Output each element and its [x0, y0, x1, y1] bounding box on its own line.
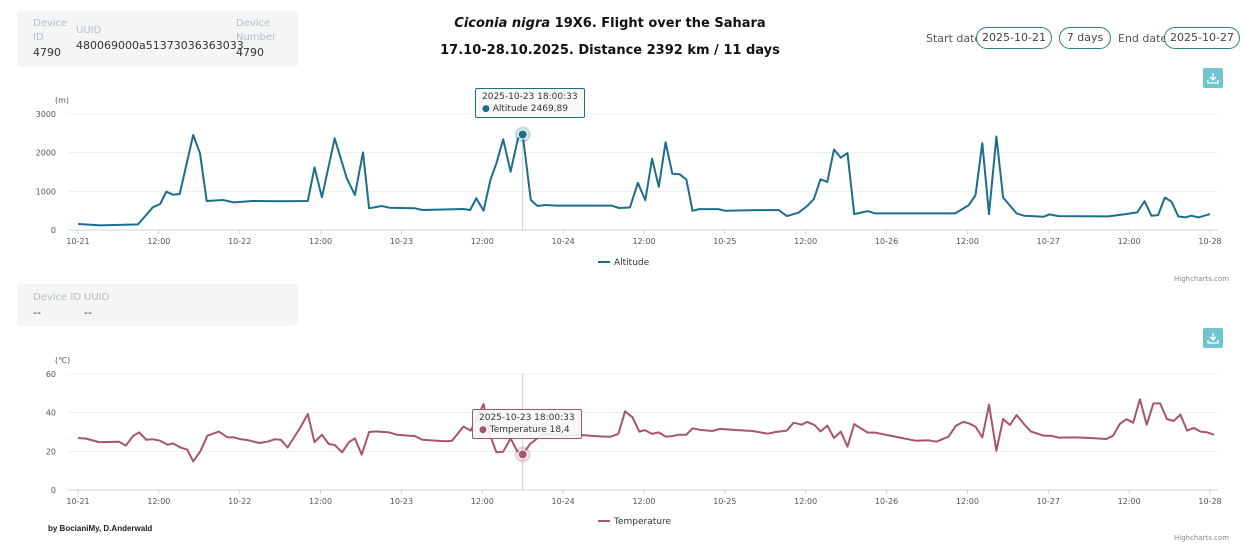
- x-tick-label: 10-24: [552, 237, 575, 246]
- series-line-altitude: [77, 133, 1211, 227]
- download-button-temperature[interactable]: [1203, 328, 1223, 348]
- device-info-panel: Device ID 4790 UUID 480069000a5137303636…: [17, 11, 298, 67]
- x-tick-label: 12:00: [309, 237, 332, 246]
- tooltip-time: 2025-10-23 18:00:33: [479, 413, 575, 423]
- x-tick-label: 10-22: [228, 497, 251, 506]
- start-date-label: Start date: [926, 32, 982, 45]
- x-tick-label: 10-21: [66, 497, 89, 506]
- x-tick-label: 12:00: [147, 237, 170, 246]
- highcharts-credit[interactable]: Highcharts.com: [1174, 534, 1230, 542]
- x-tick-label: 12:00: [1118, 237, 1141, 246]
- x-tick-label: 10-26: [875, 497, 898, 506]
- x-tick-label: 10-25: [713, 237, 736, 246]
- x-tick-label: 12:00: [147, 497, 170, 506]
- x-tick-label: 10-21: [66, 237, 89, 246]
- x-tick-label: 10-23: [390, 497, 413, 506]
- end-date-input[interactable]: 2025-10-27: [1164, 27, 1240, 49]
- device-number-value: 4790: [236, 46, 264, 59]
- y-tick-label: 20: [46, 447, 56, 456]
- x-tick-label: 12:00: [632, 497, 655, 506]
- author-credit: by BocianiMy, D.Anderwald: [48, 524, 153, 533]
- x-tick-label: 10-27: [1037, 497, 1060, 506]
- altitude-tooltip: 2025-10-23 18:00:33 ● Altitude 2469,89: [475, 88, 585, 118]
- series-line-temperature: [77, 398, 1215, 463]
- chart-title: Ciconia nigra 19X6. Flight over the Saha…: [0, 16, 1220, 31]
- x-tick-label: 10-25: [713, 497, 736, 506]
- y-tick-label: 40: [46, 409, 56, 418]
- y-tick-label: 0: [51, 486, 56, 495]
- x-tick-label: 10-26: [875, 237, 898, 246]
- x-tick-label: 12:00: [794, 497, 817, 506]
- x-tick-label: 12:00: [794, 237, 817, 246]
- range-button[interactable]: 7 days: [1059, 27, 1111, 49]
- device-id-label: Device ID: [33, 292, 82, 303]
- start-date-input[interactable]: 2025-10-21: [976, 27, 1052, 49]
- hover-point: [517, 129, 528, 140]
- x-tick-label: 10-24: [552, 497, 575, 506]
- uuid-label: UUID: [76, 25, 102, 36]
- highcharts-credit[interactable]: Highcharts.com: [1174, 275, 1230, 283]
- device-id-value: --: [33, 306, 41, 319]
- x-tick-label: 10-28: [1198, 497, 1221, 506]
- x-tick-label: 12:00: [956, 237, 979, 246]
- x-tick-label: 12:00: [1118, 497, 1141, 506]
- y-tick-label: 0: [51, 226, 56, 235]
- x-tick-label: 12:00: [309, 497, 332, 506]
- download-button-altitude[interactable]: [1203, 68, 1223, 88]
- y-axis-unit: (m): [55, 96, 69, 105]
- download-icon: [1207, 73, 1219, 84]
- x-tick-label: 12:00: [471, 497, 494, 506]
- y-tick-label: 60: [46, 370, 56, 379]
- x-tick-label: 10-23: [390, 237, 413, 246]
- end-date-label: End date: [1118, 32, 1168, 45]
- device-id-label: Device ID: [33, 18, 68, 43]
- tooltip-value: Temperature 18,4: [489, 425, 570, 435]
- y-axis-unit: (℃): [55, 356, 70, 365]
- hover-point: [517, 449, 528, 460]
- y-tick-label: 2000: [36, 149, 56, 158]
- tooltip-time: 2025-10-23 18:00:33: [482, 92, 578, 102]
- download-icon: [1207, 333, 1219, 344]
- x-tick-label: 12:00: [956, 497, 979, 506]
- legend-item: Temperature: [613, 517, 671, 527]
- device-info-panel-2: Device ID -- UUID --: [17, 284, 298, 326]
- y-tick-label: 1000: [36, 187, 56, 196]
- tooltip-value: Altitude 2469,89: [492, 104, 568, 114]
- x-tick-label: 10-28: [1198, 237, 1221, 246]
- x-tick-label: 12:00: [471, 237, 494, 246]
- uuid-value: 480069000a51373036363033: [76, 39, 244, 52]
- uuid-label: UUID: [84, 292, 110, 303]
- x-tick-label: 12:00: [632, 237, 655, 246]
- x-tick-label: 10-27: [1037, 237, 1060, 246]
- legend-item: Altitude: [614, 258, 650, 268]
- device-number-label: Device Number: [236, 18, 277, 43]
- title-rest: 19X6. Flight over the Sahara: [554, 16, 766, 31]
- altitude-chart: (m) 0 1000 2000 3000 10-21 12:00 10-22 12:00 10-2…: [36, 96, 1222, 268]
- temperature-tooltip: 2025-10-23 18:00:33 ● Temperature 18,4: [472, 409, 582, 439]
- species-name: Ciconia nigra: [454, 16, 551, 31]
- x-tick-label: 10-22: [228, 237, 251, 246]
- y-tick-label: 3000: [36, 110, 56, 119]
- chart-subtitle: 17.10-28.10.2025. Distance 2392 km / 11 …: [440, 43, 780, 58]
- uuid-value: --: [84, 306, 92, 319]
- device-id-value: 4790: [33, 46, 61, 59]
